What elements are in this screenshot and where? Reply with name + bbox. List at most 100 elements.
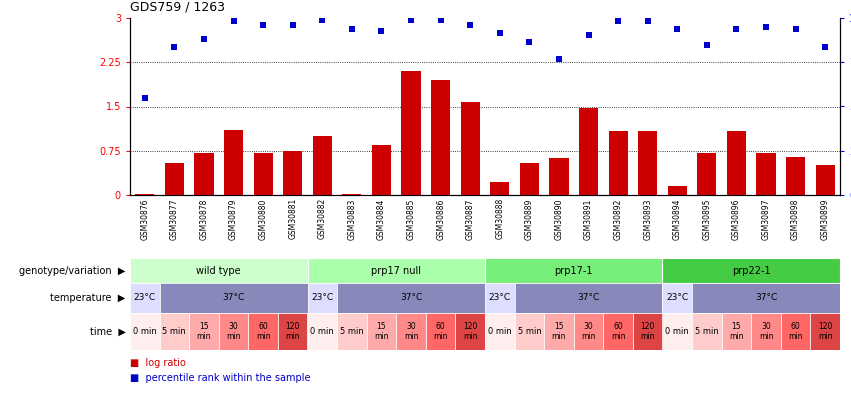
Bar: [219, 313, 248, 350]
Text: GSM30898: GSM30898: [791, 198, 800, 239]
Text: genotype/variation  ▶: genotype/variation ▶: [20, 266, 126, 275]
Text: GDS759 / 1263: GDS759 / 1263: [130, 1, 225, 14]
Text: GSM30899: GSM30899: [820, 198, 830, 240]
Text: 30
min: 30 min: [581, 322, 596, 341]
Text: GSM30889: GSM30889: [525, 198, 534, 239]
Bar: [579, 108, 598, 195]
Bar: [278, 313, 307, 350]
Text: GSM30882: GSM30882: [317, 198, 327, 239]
Bar: [130, 258, 307, 283]
Bar: [397, 313, 426, 350]
Point: [464, 22, 477, 28]
Text: 23°C: 23°C: [134, 294, 156, 303]
Bar: [460, 102, 480, 195]
Text: 15
min: 15 min: [197, 322, 211, 341]
Text: 120
min: 120 min: [818, 322, 832, 341]
Bar: [307, 258, 485, 283]
Text: 30
min: 30 min: [403, 322, 419, 341]
Text: 5 min: 5 min: [163, 327, 186, 336]
Text: GSM30896: GSM30896: [732, 198, 741, 240]
Text: 37°C: 37°C: [222, 294, 245, 303]
Text: 15
min: 15 min: [551, 322, 566, 341]
Point: [523, 38, 536, 45]
Bar: [638, 131, 657, 195]
Bar: [337, 313, 367, 350]
Point: [493, 30, 506, 36]
Point: [316, 17, 329, 23]
Bar: [455, 313, 485, 350]
Text: 60
min: 60 min: [788, 322, 802, 341]
Bar: [337, 283, 485, 313]
Bar: [662, 258, 840, 283]
Text: 15
min: 15 min: [729, 322, 744, 341]
Text: GSM30881: GSM30881: [288, 198, 297, 239]
Point: [789, 26, 802, 32]
Bar: [307, 283, 337, 313]
Point: [374, 28, 388, 34]
Bar: [194, 153, 214, 195]
Text: prp22-1: prp22-1: [732, 266, 770, 275]
Text: 0 min: 0 min: [665, 327, 689, 336]
Point: [729, 26, 743, 32]
Point: [226, 18, 240, 24]
Point: [552, 56, 566, 62]
Bar: [372, 145, 391, 195]
Bar: [692, 283, 840, 313]
Text: GSM30885: GSM30885: [407, 198, 415, 239]
Point: [700, 41, 714, 48]
Bar: [810, 313, 840, 350]
Point: [404, 17, 418, 23]
Text: time  ▶: time ▶: [90, 326, 126, 337]
Point: [611, 18, 625, 24]
Bar: [224, 130, 243, 195]
Bar: [248, 313, 278, 350]
Text: GSM30888: GSM30888: [495, 198, 505, 239]
Bar: [135, 194, 154, 195]
Bar: [431, 80, 450, 195]
Bar: [781, 313, 810, 350]
Bar: [697, 153, 717, 195]
Bar: [165, 162, 184, 195]
Bar: [130, 283, 160, 313]
Bar: [662, 313, 692, 350]
Text: GSM30886: GSM30886: [436, 198, 445, 239]
Text: GSM30877: GSM30877: [170, 198, 179, 240]
Text: 15
min: 15 min: [374, 322, 389, 341]
Text: ■  log ratio: ■ log ratio: [130, 358, 186, 368]
Text: 120
min: 120 min: [463, 322, 477, 341]
Point: [345, 26, 358, 32]
Bar: [662, 283, 692, 313]
Bar: [367, 313, 397, 350]
Text: GSM30876: GSM30876: [140, 198, 149, 240]
Text: prp17-1: prp17-1: [555, 266, 593, 275]
Bar: [160, 313, 189, 350]
Bar: [515, 283, 662, 313]
Point: [819, 44, 832, 51]
Point: [582, 31, 596, 38]
Point: [641, 18, 654, 24]
Bar: [633, 313, 662, 350]
Bar: [515, 313, 544, 350]
Point: [671, 26, 684, 32]
Text: GSM30891: GSM30891: [584, 198, 593, 239]
Bar: [668, 186, 687, 195]
Text: 0 min: 0 min: [133, 327, 157, 336]
Text: 5 min: 5 min: [695, 327, 719, 336]
Point: [168, 44, 181, 51]
Text: GSM30892: GSM30892: [614, 198, 623, 239]
Point: [138, 94, 151, 101]
Text: GSM30887: GSM30887: [465, 198, 475, 239]
Text: prp17 null: prp17 null: [371, 266, 421, 275]
Text: 0 min: 0 min: [311, 327, 334, 336]
Bar: [815, 166, 835, 195]
Bar: [342, 194, 362, 195]
Bar: [751, 313, 781, 350]
Bar: [520, 162, 539, 195]
Text: GSM30895: GSM30895: [702, 198, 711, 240]
Text: GSM30883: GSM30883: [347, 198, 357, 239]
Text: 23°C: 23°C: [311, 294, 334, 303]
Text: 0 min: 0 min: [488, 327, 511, 336]
Point: [256, 22, 270, 28]
Text: 5 min: 5 min: [517, 327, 541, 336]
Text: GSM30890: GSM30890: [555, 198, 563, 240]
